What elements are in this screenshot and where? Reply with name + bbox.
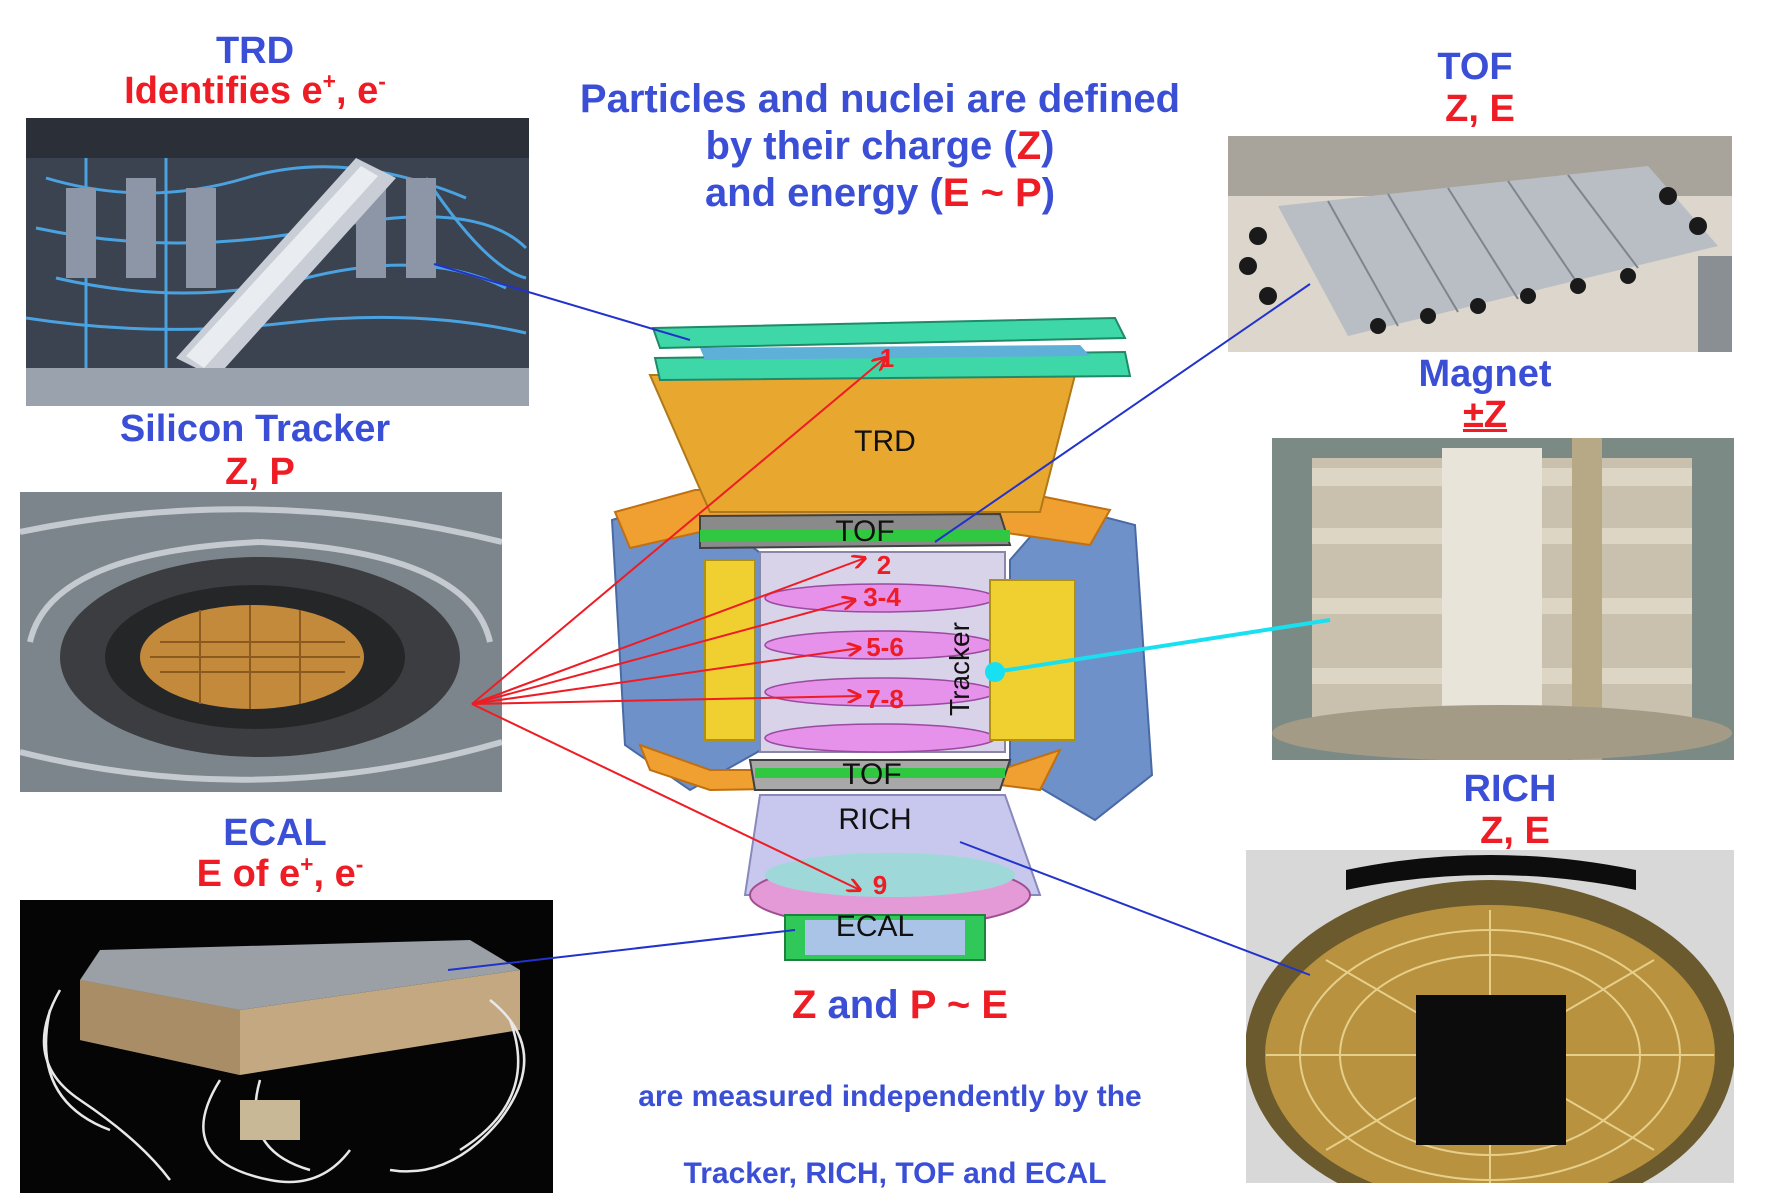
tof-panel-subtitle: Z, E	[1445, 88, 1515, 130]
trd-photo	[26, 118, 529, 406]
detector-trd-label: TRD	[854, 425, 916, 458]
footer-and: and	[827, 983, 899, 1027]
rich-photo	[1246, 850, 1734, 1183]
footer-line-1: are measured independently by the	[638, 1080, 1142, 1113]
arrow-layer-7-8	[471, 696, 860, 705]
footer-z: Z	[791, 983, 817, 1027]
detector-tof-lower-label: TOF	[842, 758, 902, 791]
tracker-photo	[20, 492, 502, 792]
footer-pe: P ~ E	[909, 983, 1009, 1027]
trd-top-plane	[651, 316, 1127, 350]
magnet-panel-title: Magnet	[1418, 353, 1552, 395]
detector-ecal-label: ECAL	[835, 910, 915, 943]
footer-main: Z and P ~ E	[700, 985, 1100, 1025]
magnet-panel-subtitle: ±Z	[1462, 394, 1508, 436]
headline: Particles and nuclei are defined by thei…	[540, 76, 1220, 217]
trd-panel-subtitle: Identifies e+, e-	[124, 68, 386, 112]
ecal-panel-subtitle: E of e+, e-	[196, 851, 364, 895]
rich-panel-title: RICH	[1463, 768, 1557, 810]
arrow-layer-1	[471, 358, 885, 705]
trd-lid	[700, 345, 1090, 360]
detector-tof-upper-label: TOF	[835, 515, 895, 548]
arrow-layer-9	[471, 703, 860, 890]
pointer-trd	[433, 263, 691, 341]
pointer-magnet	[994, 618, 1331, 674]
headline-line-1: Particles and nuclei are defined	[579, 77, 1181, 121]
arrow-layer-5-6	[471, 648, 860, 705]
ecal-face	[805, 920, 965, 955]
charge-symbol: Z	[1016, 124, 1042, 168]
layer-label-2: 2	[876, 550, 892, 580]
upper-tof-green	[700, 530, 1010, 542]
layer-label-1: 1	[879, 343, 895, 373]
layer-label-3-4: 3-4	[863, 582, 901, 612]
layer-label-9: 9	[872, 870, 888, 900]
ecal-panel-title: ECAL	[223, 812, 327, 854]
pointer-ecal	[447, 929, 796, 971]
rich-panel-subtitle: Z, E	[1480, 810, 1550, 852]
tof-panel-title: TOF	[1437, 46, 1513, 88]
rich-mirror	[765, 853, 1015, 897]
arrow-layer-3-4	[471, 600, 855, 705]
layer-label-5-6: 5-6	[866, 632, 904, 662]
tof-photo	[1228, 136, 1732, 352]
detector-rich-label: RICH	[838, 803, 912, 836]
tracker-panel-subtitle: Z, P	[225, 451, 295, 493]
layer-label-7-8: 7-8	[866, 684, 904, 714]
headline-line-2: by their charge (Z)	[705, 124, 1055, 168]
pointer-rich	[959, 841, 1311, 976]
trd-panel-title: TRD	[215, 30, 295, 72]
headline-line-3: and energy (E ~ P)	[704, 171, 1056, 215]
tracker-panel-title: Silicon Tracker	[119, 408, 391, 450]
lower-tof-green	[755, 768, 1005, 778]
arrow-layer-2	[471, 558, 865, 705]
footer-line-2: Tracker, RICH, TOF and ECAL	[683, 1157, 1107, 1190]
ecal-photo	[20, 900, 553, 1193]
magnet-pointer-dot	[985, 662, 1005, 682]
tracker-left-support	[704, 559, 756, 741]
detector-tracker-label: Tracker	[944, 622, 975, 716]
magnet-photo	[1272, 438, 1734, 760]
tracker-planes	[764, 583, 996, 753]
energy-symbol: E ~ P	[942, 171, 1042, 215]
pointer-tof	[934, 283, 1311, 543]
